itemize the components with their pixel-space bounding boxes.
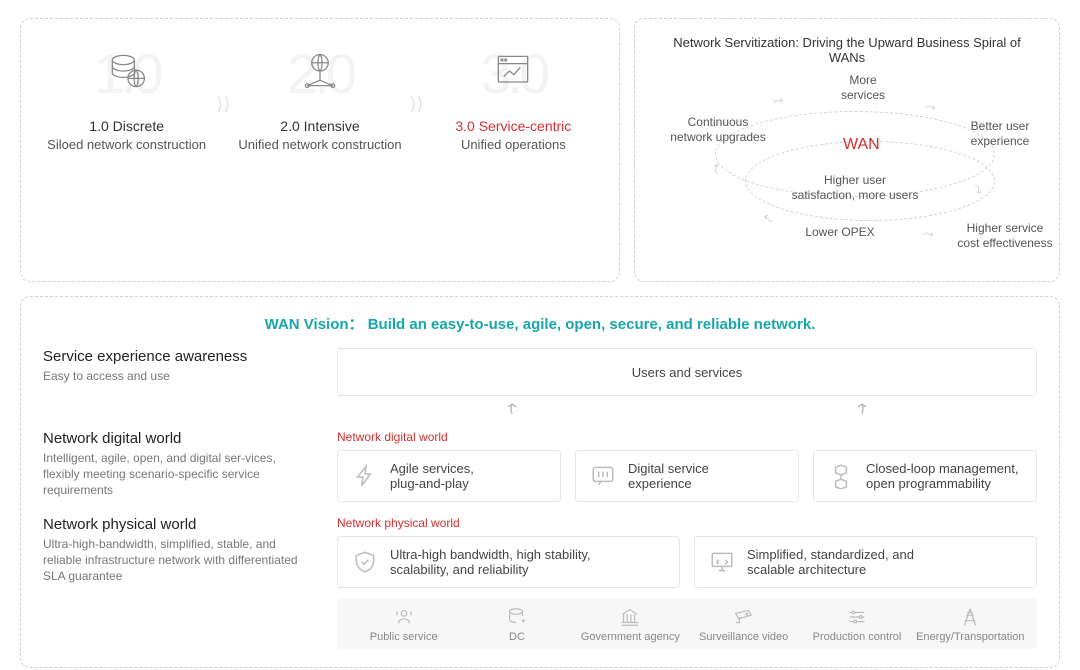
row2-right: Network digital world Agile services,plu… bbox=[337, 430, 1037, 502]
row3-cards: Ultra-high bandwidth, high stability,sca… bbox=[337, 536, 1037, 588]
hexagon-loop-icon bbox=[828, 463, 854, 489]
row2-section-label: Network digital world bbox=[337, 430, 1037, 444]
globe-node-icon bbox=[298, 49, 342, 93]
chat-bars-icon bbox=[590, 463, 616, 489]
sector-dc: DC bbox=[460, 606, 573, 643]
users-services-label: Users and services bbox=[632, 365, 743, 380]
tower-icon bbox=[957, 606, 983, 628]
spiral-node-left: Continuousnetwork upgrades bbox=[663, 115, 773, 145]
users-services-card: Users and services bbox=[337, 348, 1037, 396]
architecture-card: Simplified, standardized, andscalable ar… bbox=[694, 536, 1037, 588]
row3-desc: Ultra-high-bandwidth, simplified, stable… bbox=[43, 536, 313, 585]
spiral-diagram: WAN Moreservices Better userexperience H… bbox=[655, 71, 1039, 261]
row1-right: Users and services bbox=[337, 348, 1037, 416]
stage-1: 1.0 1.0 Discrete Siloed network construc… bbox=[45, 49, 208, 154]
row2-left: Network digital world Intelligent, agile… bbox=[43, 430, 313, 499]
vision-title-body: Build an easy-to-use, agile, open, secur… bbox=[368, 316, 816, 333]
bandwidth-label: Ultra-high bandwidth, high stability,sca… bbox=[390, 547, 591, 577]
vision-panel: WAN Vision： Build an easy-to-use, agile,… bbox=[20, 296, 1060, 668]
sector-government: Government agency bbox=[574, 606, 687, 643]
stage-2-title: 2.0 Intensive bbox=[238, 118, 401, 134]
row3-left: Network physical world Ultra-high-bandwi… bbox=[43, 516, 313, 585]
closed-loop-label: Closed-loop management,open programmabil… bbox=[866, 461, 1018, 491]
vision-title-prefix: WAN Vision： bbox=[265, 316, 364, 333]
spiral-node-bottom-left: Lower OPEX bbox=[795, 225, 885, 240]
sector-surveillance: Surveillance video bbox=[687, 606, 800, 643]
sector-label: Surveillance video bbox=[699, 631, 788, 643]
vision-title: WAN Vision： Build an easy-to-use, agile,… bbox=[43, 313, 1037, 334]
arrow-up-icon bbox=[500, 394, 524, 418]
row3-right: Network physical world Ultra-high bandwi… bbox=[337, 516, 1037, 649]
row1-heading: Service experience awareness bbox=[43, 348, 313, 365]
cctv-icon bbox=[731, 606, 757, 628]
row2-heading: Network digital world bbox=[43, 430, 313, 447]
spiral-node-bottom-right: Higher servicecost effectiveness bbox=[945, 221, 1065, 251]
lightning-icon bbox=[352, 463, 378, 489]
evolution-panel: 1.0 1.0 Discrete Siloed network construc… bbox=[20, 18, 620, 282]
spiral-arrow-icon: ⤳ bbox=[707, 162, 725, 175]
sector-label: Energy/Transportation bbox=[916, 631, 1024, 643]
row1-desc: Easy to access and use bbox=[43, 368, 313, 384]
agile-services-card: Agile services,plug-and-play bbox=[337, 450, 561, 502]
row3-section-label: Network physical world bbox=[337, 516, 1037, 530]
agile-services-label: Agile services,plug-and-play bbox=[390, 461, 474, 491]
spiral-panel: Network Servitization: Driving the Upwar… bbox=[634, 18, 1060, 282]
stage-3-subtitle: Unified operations bbox=[432, 136, 595, 154]
building-columns-icon bbox=[617, 606, 643, 628]
sector-label: Government agency bbox=[581, 631, 680, 643]
stage-1-subtitle: Siloed network construction bbox=[45, 136, 208, 154]
dashboard-chart-icon bbox=[491, 49, 535, 93]
sector-label: Production control bbox=[813, 631, 902, 643]
architecture-label: Simplified, standardized, andscalable ar… bbox=[747, 547, 914, 577]
stages-row: 1.0 1.0 Discrete Siloed network construc… bbox=[45, 49, 595, 154]
sector-energy: Energy/Transportation bbox=[914, 606, 1027, 643]
arrow-up-icon bbox=[850, 394, 874, 418]
top-row: 1.0 1.0 Discrete Siloed network construc… bbox=[20, 18, 1060, 282]
closed-loop-card: Closed-loop management,open programmabil… bbox=[813, 450, 1037, 502]
up-arrows bbox=[337, 394, 1037, 418]
sector-production: Production control bbox=[800, 606, 913, 643]
spiral-node-right: Better userexperience bbox=[955, 119, 1045, 149]
row3-heading: Network physical world bbox=[43, 516, 313, 533]
chevron-icon: ⟩⟩ bbox=[410, 94, 424, 115]
stage-2: 2.0 2.0 Intensive Unified network constr… bbox=[238, 49, 401, 154]
spiral-arrow-icon: ⤳ bbox=[771, 92, 786, 111]
spiral-arrow-icon: ⤳ bbox=[925, 99, 935, 115]
shield-check-icon bbox=[352, 549, 378, 575]
sector-public-service: Public service bbox=[347, 606, 460, 643]
spiral-arrow-icon: ⤳ bbox=[923, 226, 933, 242]
database-plus-icon bbox=[504, 606, 530, 628]
vision-grid: Service experience awareness Easy to acc… bbox=[43, 348, 1037, 649]
row2-cards: Agile services,plug-and-play Digital ser… bbox=[337, 450, 1037, 502]
row2-desc: Intelligent, agile, open, and digital se… bbox=[43, 450, 313, 499]
person-voice-icon bbox=[391, 606, 417, 628]
sliders-icon bbox=[844, 606, 870, 628]
sector-label: DC bbox=[509, 631, 525, 643]
spiral-title: Network Servitization: Driving the Upwar… bbox=[655, 35, 1039, 65]
row1-left: Service experience awareness Easy to acc… bbox=[43, 348, 313, 384]
sector-label: Public service bbox=[370, 631, 438, 643]
stage-2-subtitle: Unified network construction bbox=[238, 136, 401, 154]
database-globe-icon bbox=[105, 49, 149, 93]
digital-experience-label: Digital serviceexperience bbox=[628, 461, 709, 491]
bandwidth-card: Ultra-high bandwidth, high stability,sca… bbox=[337, 536, 680, 588]
monitor-code-icon bbox=[709, 549, 735, 575]
digital-experience-card: Digital serviceexperience bbox=[575, 450, 799, 502]
stage-3: 3.0 3.0 Service-centric Unified operatio… bbox=[432, 49, 595, 154]
sectors-strip: Public service DC Government agency Surv… bbox=[337, 598, 1037, 649]
chevron-icon: ⟩⟩ bbox=[216, 94, 230, 115]
spiral-arrow-icon: ⤳ bbox=[760, 209, 777, 228]
spiral-center-label: WAN bbox=[843, 136, 880, 154]
stage-3-title: 3.0 Service-centric bbox=[432, 118, 595, 134]
spiral-node-top: Moreservices bbox=[823, 73, 903, 103]
spiral-node-mid: Higher usersatisfaction, more users bbox=[775, 173, 935, 203]
stage-1-title: 1.0 Discrete bbox=[45, 118, 208, 134]
